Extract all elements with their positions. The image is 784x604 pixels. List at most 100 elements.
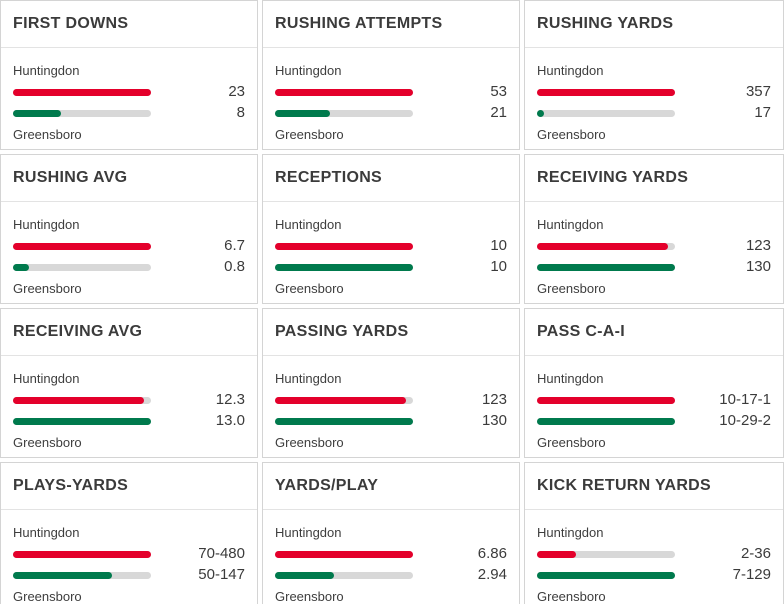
away-bar-row: 10 xyxy=(275,259,507,275)
stat-card: RECEPTIONS Huntingdon 10 10 Greensboro xyxy=(262,154,520,304)
home-bar-track xyxy=(275,396,413,404)
home-bar-row: 10 xyxy=(275,238,507,254)
away-team-label: Greensboro xyxy=(13,281,82,296)
away-bar-fill xyxy=(13,263,30,271)
away-value: 130 xyxy=(481,412,507,429)
away-team-label: Greensboro xyxy=(537,589,606,604)
stat-card-body: Huntingdon 70-480 50-147 Greensboro xyxy=(1,525,257,604)
home-bar-track xyxy=(537,88,675,96)
stat-title: PLAYS-YARDS xyxy=(13,477,129,494)
away-bar-track xyxy=(275,417,413,425)
away-bar-track xyxy=(537,109,675,117)
away-bar-row: 10-29-2 xyxy=(537,413,771,429)
home-bar-fill xyxy=(275,242,413,250)
away-bar-row: 130 xyxy=(275,413,507,429)
away-bar-track xyxy=(275,571,413,579)
home-team-label: Huntingdon xyxy=(275,63,342,78)
away-bar-track xyxy=(537,417,675,425)
stat-card-header: PASSING YARDS xyxy=(263,309,519,356)
stat-card-body: Huntingdon 6.86 2.94 Greensboro xyxy=(263,525,519,604)
stat-card: FIRST DOWNS Huntingdon 23 8 Greensboro xyxy=(0,0,258,150)
stat-card-body: Huntingdon 10 10 Greensboro xyxy=(263,217,519,297)
away-team-label: Greensboro xyxy=(275,281,344,296)
stat-card-header: RECEIVING AVG xyxy=(1,309,257,356)
home-bar-fill xyxy=(537,242,668,250)
away-bar-row: 21 xyxy=(275,105,507,121)
home-value: 70-480 xyxy=(198,545,245,562)
home-bar-row: 6.86 xyxy=(275,546,507,562)
stat-card-header: FIRST DOWNS xyxy=(1,1,257,48)
away-bar-fill xyxy=(537,263,675,271)
stat-title: FIRST DOWNS xyxy=(13,15,129,32)
home-team-label: Huntingdon xyxy=(13,63,80,78)
away-team-label: Greensboro xyxy=(13,435,82,450)
away-bar-fill xyxy=(537,417,675,425)
stat-card-header: RECEIVING YARDS xyxy=(525,155,783,202)
away-value: 10 xyxy=(490,258,507,275)
away-bar-fill xyxy=(275,417,413,425)
home-value: 12.3 xyxy=(215,391,245,408)
stat-card-body: Huntingdon 10-17-1 10-29-2 Greensboro xyxy=(525,371,783,451)
away-bar-row: 50-147 xyxy=(13,567,245,583)
stat-card-header: PLAYS-YARDS xyxy=(1,463,257,510)
home-bar-track xyxy=(275,88,413,96)
home-team-label: Huntingdon xyxy=(275,525,342,540)
away-team-label: Greensboro xyxy=(275,127,344,142)
home-bar-track xyxy=(13,242,151,250)
home-value: 357 xyxy=(745,83,771,100)
home-team-label: Huntingdon xyxy=(537,217,604,232)
stat-card: KICK RETURN YARDS Huntingdon 2-36 7-129 … xyxy=(524,462,784,604)
home-bar-row: 123 xyxy=(275,392,507,408)
away-bar-fill xyxy=(537,109,544,117)
away-bar-row: 130 xyxy=(537,259,771,275)
away-team-label: Greensboro xyxy=(13,589,82,604)
home-bar-fill xyxy=(275,88,413,96)
stat-card: RECEIVING AVG Huntingdon 12.3 13.0 Green… xyxy=(0,308,258,458)
away-value: 2.94 xyxy=(477,566,507,583)
away-bar-row: 8 xyxy=(13,105,245,121)
stat-title: RUSHING AVG xyxy=(13,169,128,186)
away-bar-row: 0.8 xyxy=(13,259,245,275)
stat-title: KICK RETURN YARDS xyxy=(537,477,712,494)
home-bar-row: 10-17-1 xyxy=(537,392,771,408)
away-bar-track xyxy=(13,263,151,271)
stat-card: PASS C-A-I Huntingdon 10-17-1 10-29-2 Gr… xyxy=(524,308,784,458)
home-bar-track xyxy=(537,242,675,250)
away-value: 8 xyxy=(236,104,245,121)
stat-title: PASS C-A-I xyxy=(537,323,626,340)
home-bar-fill xyxy=(537,396,675,404)
away-bar-fill xyxy=(275,571,335,579)
stat-card-header: RECEPTIONS xyxy=(263,155,519,202)
home-bar-track xyxy=(275,550,413,558)
away-value: 10-29-2 xyxy=(719,412,771,429)
away-team-label: Greensboro xyxy=(537,281,606,296)
home-bar-row: 70-480 xyxy=(13,546,245,562)
stat-card-body: Huntingdon 357 17 Greensboro xyxy=(525,63,783,143)
away-bar-track xyxy=(537,571,675,579)
stat-title: PASSING YARDS xyxy=(275,323,409,340)
away-bar-row: 17 xyxy=(537,105,771,121)
home-bar-row: 123 xyxy=(537,238,771,254)
home-team-label: Huntingdon xyxy=(537,525,604,540)
home-team-label: Huntingdon xyxy=(275,371,342,386)
away-bar-track xyxy=(537,263,675,271)
stat-card-body: Huntingdon 53 21 Greensboro xyxy=(263,63,519,143)
home-team-label: Huntingdon xyxy=(13,217,80,232)
home-value: 123 xyxy=(745,237,771,254)
home-bar-fill xyxy=(275,550,413,558)
home-team-label: Huntingdon xyxy=(13,371,80,386)
stat-card: RUSHING AVG Huntingdon 6.7 0.8 Greensbor… xyxy=(0,154,258,304)
away-value: 21 xyxy=(490,104,507,121)
home-value: 2-36 xyxy=(740,545,771,562)
away-bar-row: 7-129 xyxy=(537,567,771,583)
stat-card: RUSHING ATTEMPTS Huntingdon 53 21 Greens… xyxy=(262,0,520,150)
away-bar-fill xyxy=(275,109,330,117)
home-value: 123 xyxy=(481,391,507,408)
home-bar-row: 53 xyxy=(275,84,507,100)
home-value: 6.86 xyxy=(477,545,507,562)
home-bar-row: 23 xyxy=(13,84,245,100)
away-value: 130 xyxy=(745,258,771,275)
stat-title: YARDS/PLAY xyxy=(275,477,379,494)
home-value: 10 xyxy=(490,237,507,254)
